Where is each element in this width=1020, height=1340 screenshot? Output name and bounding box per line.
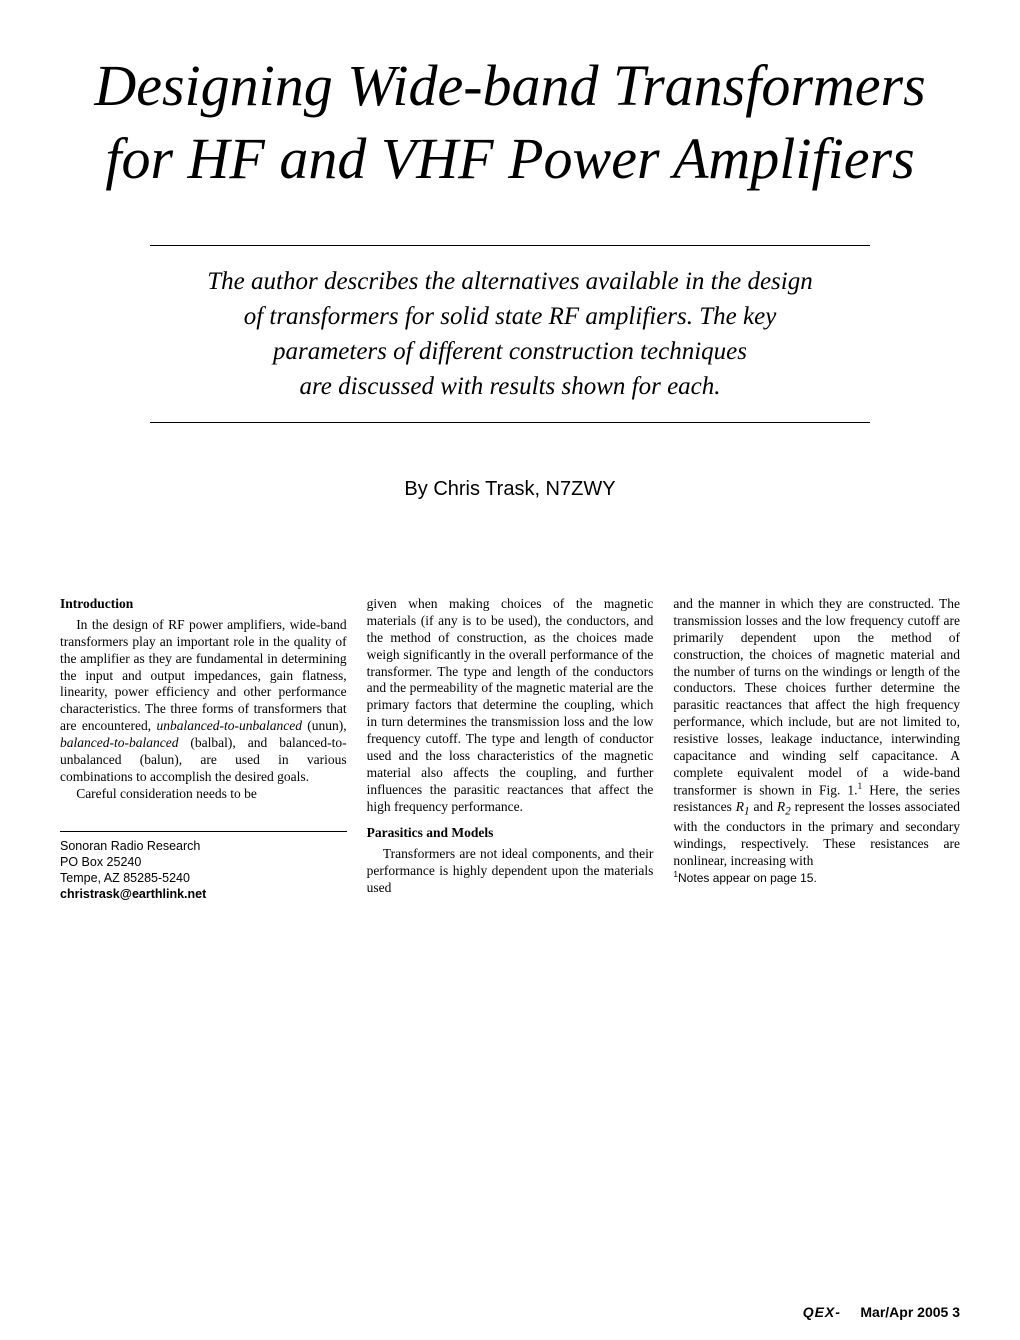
column-3: and the manner in which they are constru… (673, 596, 960, 903)
body-text: and the manner in which they are constru… (673, 596, 960, 797)
article-subtitle: The author describes the alternatives av… (60, 246, 960, 422)
paragraph: Transformers are not ideal components, a… (367, 846, 654, 897)
body-text: and (750, 799, 777, 814)
author-org: Sonoran Radio Research (60, 838, 347, 854)
divider-bottom (150, 422, 870, 423)
footnote-body: Notes appear on page 15. (678, 871, 817, 885)
column-2: given when making choices of the magneti… (367, 596, 654, 903)
body-columns: Introduction In the design of RF power a… (60, 596, 960, 903)
body-text: (unun), (302, 718, 347, 733)
paragraph: In the design of RF power amplifiers, wi… (60, 617, 347, 786)
paragraph: and the manner in which they are constru… (673, 596, 960, 869)
column-1: Introduction In the design of RF power a… (60, 596, 347, 903)
article-title: Designing Wide-band Transformers for HF … (60, 50, 960, 195)
subtitle-line: are discussed with results shown for eac… (299, 373, 720, 400)
subtitle-line: The author describes the alternatives av… (207, 268, 812, 295)
italic-term: unbalanced-to-unbalanced (157, 718, 302, 733)
author-contact-block: Sonoran Radio Research PO Box 25240 Temp… (60, 831, 347, 903)
paragraph: Careful consideration needs to be (60, 786, 347, 803)
subtitle-line: of transformers for solid state RF ampli… (244, 303, 777, 330)
subtitle-line: parameters of different construction tec… (273, 338, 747, 365)
author-email: christrask@earthlink.net (60, 886, 347, 902)
italic-var: R (777, 799, 785, 814)
italic-var: R (736, 799, 744, 814)
page-footer: QEX- Mar/Apr 2005 3 (803, 1304, 960, 1320)
issue-page: Mar/Apr 2005 3 (860, 1304, 960, 1320)
footnote-text: 1Notes appear on page 15. (673, 869, 960, 886)
author-pobox: PO Box 25240 (60, 854, 347, 870)
body-text: In the design of RF power amplifiers, wi… (60, 617, 347, 733)
byline: By Chris Trask, N7ZWY (60, 478, 960, 501)
section-heading-parasitics: Parasitics and Models (367, 825, 654, 842)
author-city-state: Tempe, AZ 85285-5240 (60, 870, 347, 886)
paragraph: given when making choices of the magneti… (367, 596, 654, 815)
italic-term: balanced-to-balanced (60, 735, 178, 750)
journal-name: QEX- (803, 1304, 841, 1320)
section-heading-introduction: Introduction (60, 596, 347, 613)
